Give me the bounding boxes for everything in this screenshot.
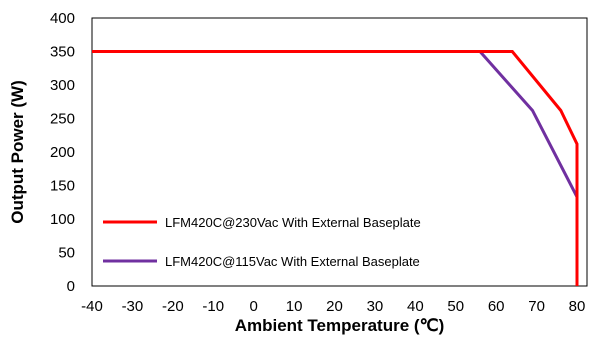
x-tick-label: 80: [569, 298, 586, 315]
y-tick-label: 150: [50, 178, 75, 195]
x-tick-label: 30: [367, 298, 384, 315]
x-tick-label: -20: [162, 298, 184, 315]
x-axis-ticks: -40 -30 -20 -10 0 10 20 30 40 50 60 70 80: [81, 298, 585, 315]
y-tick-label: 0: [67, 278, 75, 295]
y-tick-label: 250: [50, 111, 75, 128]
x-tick-label: -30: [122, 298, 144, 315]
x-tick-label: 60: [488, 298, 505, 315]
y-tick-label: 400: [50, 10, 75, 27]
x-axis-title: Ambient Temperature (℃): [235, 316, 445, 335]
y-tick-label: 300: [50, 77, 75, 94]
y-tick-label: 350: [50, 44, 75, 61]
legend-label-series-1: LFM420C@230Vac With External Baseplate: [165, 215, 421, 230]
x-tick-label: -10: [202, 298, 224, 315]
y-tick-label: 100: [50, 211, 75, 228]
x-tick-label: 40: [407, 298, 424, 315]
x-tick-label: -40: [81, 298, 103, 315]
x-tick-label: 20: [326, 298, 343, 315]
x-tick-label: 10: [286, 298, 303, 315]
x-tick-label: 70: [528, 298, 545, 315]
plot-area-border: [91, 17, 588, 287]
legend-label-series-2: LFM420C@115Vac With External Baseplate: [165, 254, 420, 269]
series-lines: [92, 50, 579, 286]
y-tick-label: 50: [58, 245, 75, 262]
y-tick-label: 200: [50, 144, 75, 161]
x-tick-label: 50: [447, 298, 464, 315]
y-axis-ticks: 0 50 100 150 200 250 300 350 400: [50, 10, 75, 295]
y-axis-title: Output Power (W): [8, 80, 27, 224]
legend: LFM420C@230Vac With External Baseplate L…: [103, 215, 421, 269]
series-line-1: [92, 50, 579, 286]
x-tick-label: 0: [249, 298, 257, 315]
